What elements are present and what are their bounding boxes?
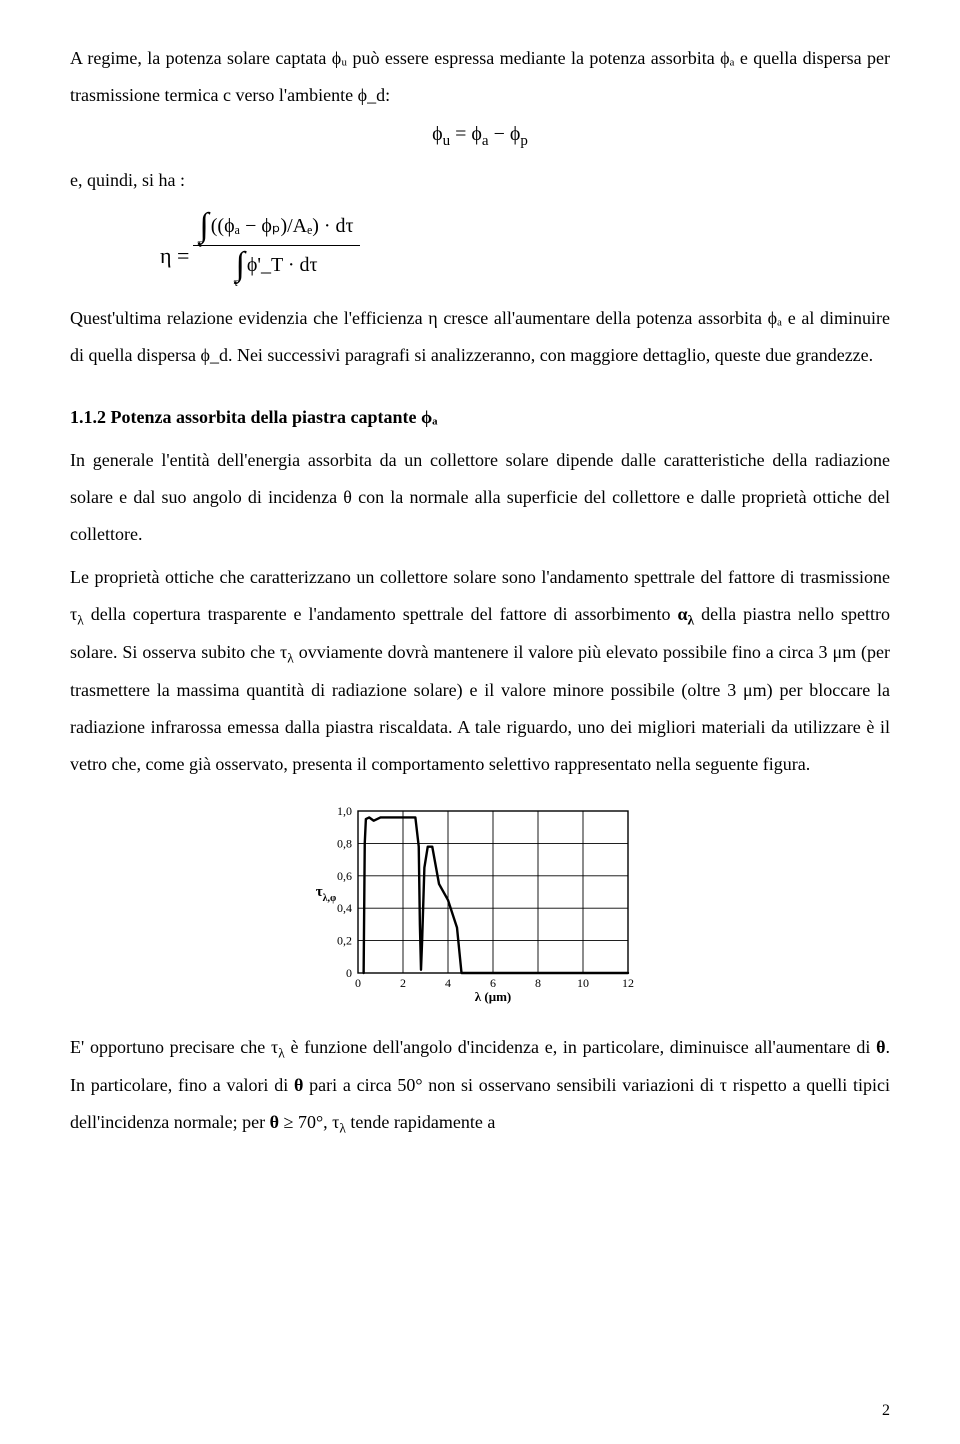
- integral-symbol-den: ∫τ: [236, 248, 245, 282]
- equation-eta: η = ∫τ ((ϕₐ − ϕₚ)/Aₑ) · dτ ∫τ ϕ'_T · dτ: [160, 209, 890, 282]
- integral-symbol-num: ∫τ: [199, 209, 208, 243]
- alpha-sym: α: [677, 604, 687, 624]
- frac-numerator: ∫τ ((ϕₐ − ϕₚ)/Aₑ) · dτ: [193, 209, 359, 243]
- eq1-sub-a: a: [482, 133, 489, 149]
- eq1-rhs: − ϕ: [489, 123, 521, 145]
- svg-text:2: 2: [400, 976, 406, 990]
- int-bound-tau-num: τ: [197, 237, 202, 249]
- p6-part-g: tende rapidamente a: [346, 1112, 495, 1132]
- paragraph-quindi: e, quindi, si ha :: [70, 162, 890, 199]
- alpha-lambda: αλ: [677, 604, 694, 624]
- paragraph-proprieta-ottiche: Le proprietà ottiche che caratterizzano …: [70, 559, 890, 783]
- paragraph-opportuno: E' opportuno precisare che τλ è funzione…: [70, 1029, 890, 1142]
- svg-text:6: 6: [490, 976, 496, 990]
- svg-text:8: 8: [535, 976, 541, 990]
- denominator-expr: ϕ'_T · dτ: [247, 253, 318, 277]
- p5-part-a: Le proprietà ottiche che caratterizzano …: [70, 567, 890, 587]
- transmissivity-chart: 0 2 4 6 8 10 12 0 0,2 0,4 0,6 0,8 1,0 λ (μm) τλ,φ: [310, 797, 650, 1007]
- eq1-mid: = ϕ: [450, 123, 482, 145]
- p6-part-b: è funzione dell'angolo d'incidenza e, in…: [285, 1037, 876, 1057]
- fraction-bar: [193, 245, 359, 246]
- tau-plain: τ: [720, 1075, 727, 1095]
- int-bound-tau-den: τ: [234, 276, 239, 288]
- eta-fraction: ∫τ ((ϕₐ − ϕₚ)/Aₑ) · dτ ∫τ ϕ'_T · dτ: [193, 209, 359, 282]
- svg-text:0,2: 0,2: [337, 934, 352, 948]
- svg-text:1,0: 1,0: [337, 804, 352, 818]
- svg-text:0: 0: [346, 966, 352, 980]
- p6-part-a: E' opportuno precisare che: [70, 1037, 271, 1057]
- p5-part-b: della copertura trasparente e l'andament…: [84, 604, 678, 624]
- page: A regime, la potenza solare captata ϕᵤ p…: [0, 0, 960, 1444]
- theta-3: θ: [270, 1112, 279, 1132]
- svg-text:0,4: 0,4: [337, 901, 352, 915]
- tau-lambda-4: τλ: [332, 1112, 346, 1132]
- chart-container: 0 2 4 6 8 10 12 0 0,2 0,4 0,6 0,8 1,0 λ (μm) τλ,φ: [70, 797, 890, 1007]
- frac-denominator: ∫τ ϕ'_T · dτ: [230, 248, 324, 282]
- paragraph-entita: In generale l'entità dell'energia assorb…: [70, 442, 890, 553]
- svg-text:λ (μm): λ (μm): [475, 989, 512, 1004]
- svg-text:0,6: 0,6: [337, 869, 352, 883]
- numerator-expr: ((ϕₐ − ϕₚ)/Aₑ) · dτ: [211, 214, 354, 238]
- denominator-integral: ∫τ ϕ'_T · dτ: [236, 248, 318, 282]
- theta-2: θ: [294, 1075, 303, 1095]
- svg-text:0: 0: [355, 976, 361, 990]
- tau-lambda-3: τλ: [271, 1037, 285, 1057]
- p6-part-d: pari a circa 50° non si osservano sensib…: [303, 1075, 719, 1095]
- tau-lambda-1: τλ: [70, 604, 84, 624]
- numerator-integral: ∫τ ((ϕₐ − ϕₚ)/Aₑ) · dτ: [199, 209, 353, 243]
- svg-text:10: 10: [577, 976, 589, 990]
- equation-phi-u: ϕu = ϕa − ϕp: [70, 120, 890, 152]
- paragraph-ultima-relazione: Quest'ultima relazione evidenzia che l'e…: [70, 300, 890, 374]
- svg-text:4: 4: [445, 976, 451, 990]
- page-number: 2: [882, 1402, 890, 1420]
- eq1-phi: ϕ: [432, 123, 443, 145]
- eta-equals: η =: [160, 209, 193, 282]
- svg-text:τλ,φ: τλ,φ: [316, 884, 337, 904]
- p6-part-f: ≥ 70°,: [279, 1112, 332, 1132]
- tau-lambda-2: τλ: [280, 642, 294, 662]
- eq1-sub-u: u: [443, 133, 451, 149]
- svg-text:0,8: 0,8: [337, 837, 352, 851]
- paragraph-regime: A regime, la potenza solare captata ϕᵤ p…: [70, 40, 890, 114]
- svg-text:12: 12: [622, 976, 634, 990]
- eq1-sub-p: p: [520, 133, 528, 149]
- section-heading-1-1-2: 1.1.2 Potenza assorbita della piastra ca…: [70, 399, 890, 436]
